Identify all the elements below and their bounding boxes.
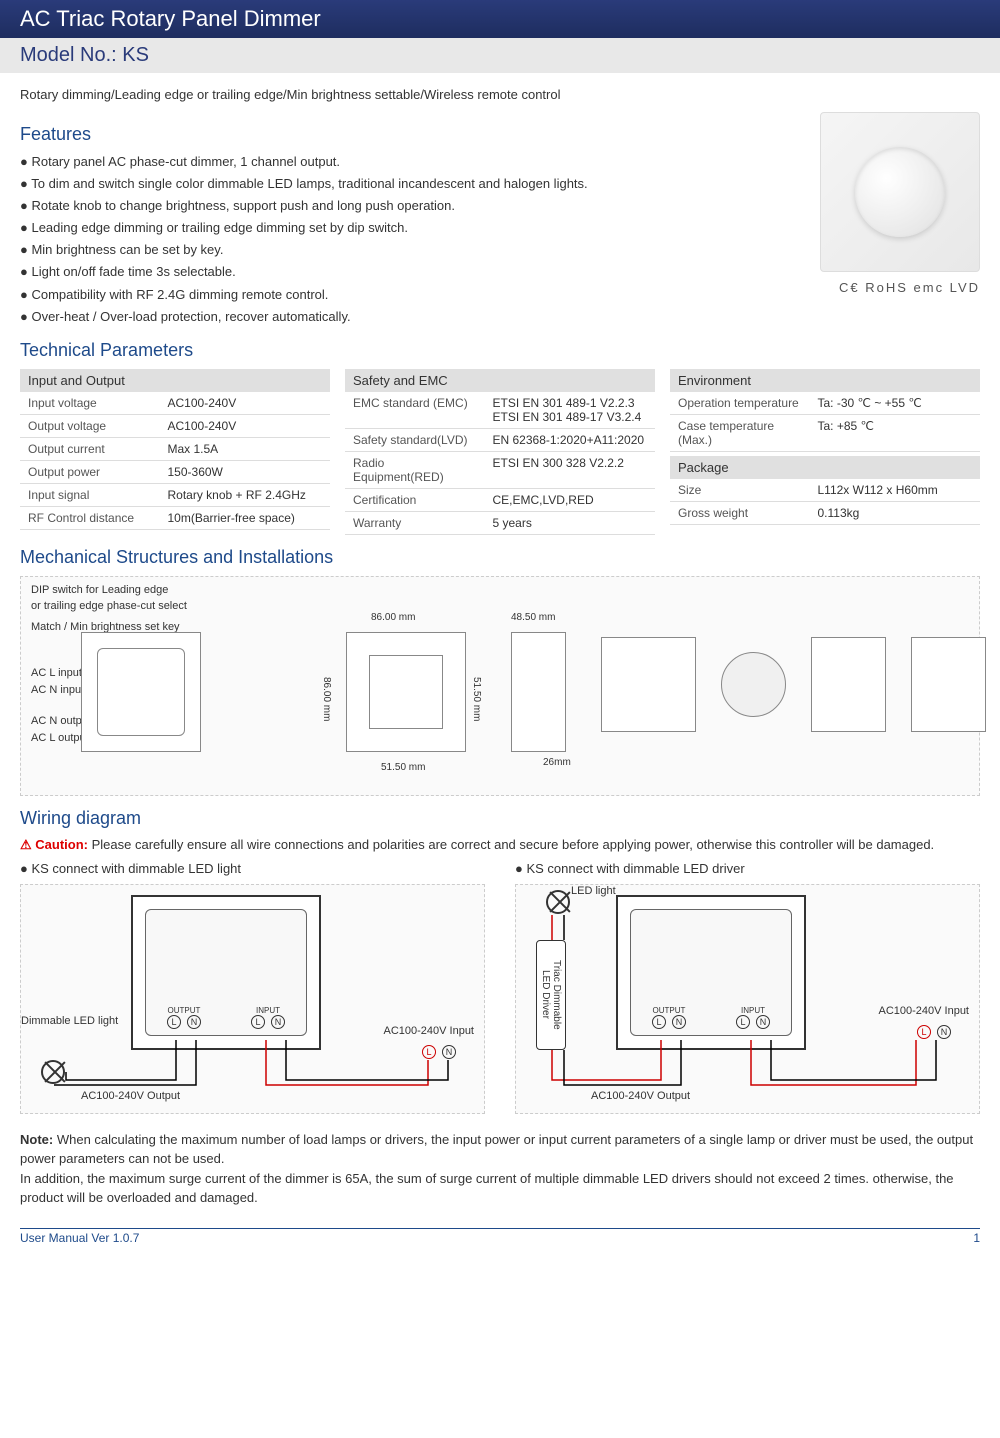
wiring-diagram-driver: LED light Triac Dimmable LED Driver OUTP…	[515, 884, 980, 1114]
mechanical-diagram: DIP switch for Leading edge or trailing …	[20, 576, 980, 796]
param-head-io: Input and Output	[20, 369, 330, 392]
table-row: Warranty5 years	[345, 511, 655, 534]
title-bar: AC Triac Rotary Panel Dimmer	[0, 0, 1000, 38]
table-row: Gross weight0.113kg	[670, 501, 980, 524]
feature-item: Leading edge dimming or trailing edge di…	[20, 217, 800, 239]
ac-output-label: AC100-240V Output	[81, 1090, 180, 1102]
note-label: Note:	[20, 1132, 53, 1147]
dim-515h: 51.50 mm	[471, 677, 482, 721]
param-col-env-pkg: Environment Operation temperatureTa: -30…	[670, 369, 980, 535]
ac-input-label: AC100-240V Input	[878, 1005, 969, 1017]
lamp-symbol	[546, 890, 570, 914]
lamp-symbol	[41, 1060, 65, 1084]
exploded-module	[811, 637, 886, 732]
ac-output-label: AC100-240V Output	[591, 1090, 690, 1102]
dim-86w: 86.00 mm	[371, 612, 415, 623]
table-row: EMC standard (EMC)ETSI EN 301 489-1 V2.2…	[345, 392, 655, 429]
feature-item: Min brightness can be set by key.	[20, 239, 800, 261]
table-row: Output power150-360W	[20, 460, 330, 483]
certification-marks: C€ RoHS emc LVD	[820, 280, 980, 295]
dimmable-led-label: Dimmable LED light	[21, 1015, 118, 1027]
caution-text: Please carefully ensure all wire connect…	[92, 837, 935, 852]
page-title: AC Triac Rotary Panel Dimmer	[20, 6, 321, 31]
dim-86h: 86.00 mm	[321, 677, 332, 721]
led-light-label: LED light	[571, 885, 616, 897]
feature-item: Compatibility with RF 2.4G dimming remot…	[20, 284, 800, 306]
table-row: SizeL112x W112 x H60mm	[670, 479, 980, 502]
table-row: Case temperature (Max.)Ta: +85 ℃	[670, 414, 980, 451]
product-image	[820, 112, 980, 272]
note-text: When calculating the maximum number of l…	[20, 1132, 973, 1206]
exploded-frame	[601, 637, 696, 732]
exploded-knob	[721, 652, 786, 717]
feature-item: Over-heat / Over-load protection, recove…	[20, 306, 800, 328]
table-row: RF Control distance10m(Barrier-free spac…	[20, 506, 330, 529]
tech-params-heading: Technical Parameters	[20, 340, 980, 361]
mech-heading: Mechanical Structures and Installations	[20, 547, 980, 568]
model-bar: Model No.: KS	[0, 38, 1000, 73]
feature-item: To dim and switch single color dimmable …	[20, 173, 800, 195]
model-no: Model No.: KS	[20, 44, 149, 66]
product-image-area: C€ RoHS emc LVD	[820, 112, 980, 295]
front-dim-drawing	[346, 632, 466, 752]
wiring-left-title: KS connect with dimmable LED light	[20, 861, 485, 876]
table-row: Safety standard(LVD)EN 62368-1:2020+A11:…	[345, 428, 655, 451]
ac-input-label: AC100-240V Input	[383, 1025, 474, 1037]
driver-box: Triac Dimmable LED Driver	[536, 940, 566, 1050]
table-row: Radio Equipment(RED)ETSI EN 300 328 V2.2…	[345, 451, 655, 488]
dim-485: 48.50 mm	[511, 612, 555, 623]
rotary-knob-icon	[855, 147, 945, 237]
feature-item: Rotate knob to change brightness, suppor…	[20, 195, 800, 217]
param-head-safety: Safety and EMC	[345, 369, 655, 392]
exploded-backbox	[911, 637, 986, 732]
table-row: Operation temperatureTa: -30 ℃ ~ +55 ℃	[670, 392, 980, 415]
subtitle: Rotary dimming/Leading edge or trailing …	[20, 87, 980, 102]
dim-26: 26mm	[543, 757, 571, 768]
table-row: CertificationCE,EMC,LVD,RED	[345, 488, 655, 511]
side-view-drawing	[511, 632, 566, 752]
param-head-pkg: Package	[670, 456, 980, 479]
param-head-env: Environment	[670, 369, 980, 392]
back-panel-drawing	[81, 632, 201, 752]
footer: User Manual Ver 1.0.7 1	[20, 1228, 980, 1245]
ks-panel: OUTPUT LN INPUT LN	[131, 895, 321, 1050]
table-row: Input signalRotary knob + RF 2.4GHz	[20, 483, 330, 506]
dim-515w: 51.50 mm	[381, 762, 425, 773]
feature-item: Light on/off fade time 3s selectable.	[20, 261, 800, 283]
caution-row: ⚠ Caution: Please carefully ensure all w…	[20, 837, 980, 853]
param-col-safety: Safety and EMC EMC standard (EMC)ETSI EN…	[345, 369, 655, 535]
table-row: Output currentMax 1.5A	[20, 437, 330, 460]
wiring-diagram-led: OUTPUT LN INPUT LN Dimmable LED light AC…	[20, 884, 485, 1114]
features-heading: Features	[20, 124, 800, 145]
table-row: Input voltageAC100-240V	[20, 392, 330, 415]
note-block: Note: When calculating the maximum numbe…	[20, 1130, 980, 1208]
caution-icon: ⚠ Caution:	[20, 837, 88, 852]
dip-switch-label: DIP switch for Leading edge or trailing …	[31, 582, 187, 615]
footer-page: 1	[973, 1231, 980, 1245]
ks-panel: OUTPUT LN INPUT LN	[616, 895, 806, 1050]
feature-item: Rotary panel AC phase-cut dimmer, 1 chan…	[20, 151, 800, 173]
wiring-right-title: KS connect with dimmable LED driver	[515, 861, 980, 876]
wiring-heading: Wiring diagram	[20, 808, 980, 829]
param-col-io: Input and Output Input voltageAC100-240V…	[20, 369, 330, 535]
footer-version: User Manual Ver 1.0.7	[20, 1231, 139, 1245]
features-list: Rotary panel AC phase-cut dimmer, 1 chan…	[20, 151, 800, 328]
table-row: Output voltageAC100-240V	[20, 414, 330, 437]
